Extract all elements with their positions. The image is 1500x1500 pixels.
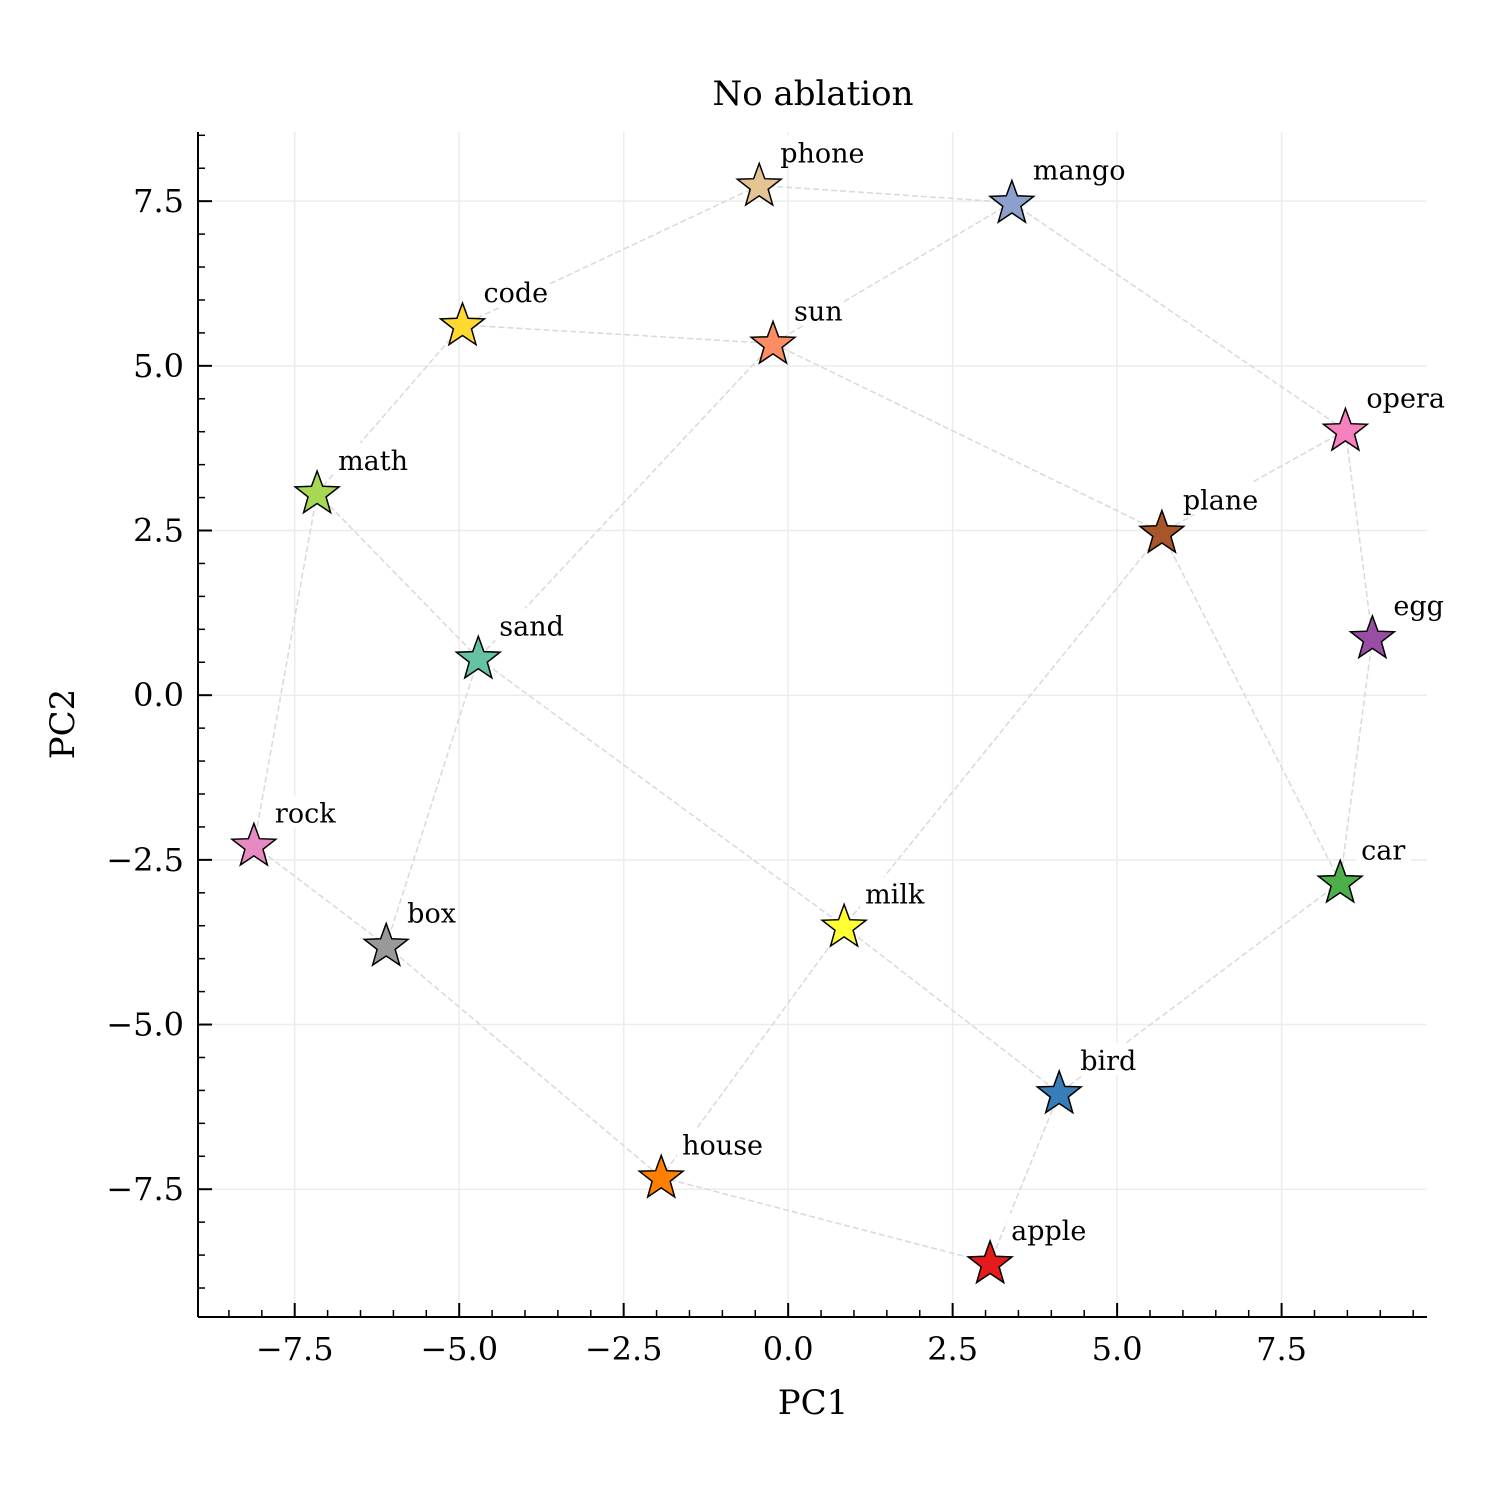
edge-phone-mango [759,184,1012,204]
label-background [1356,832,1412,865]
label-background [1361,380,1447,413]
x-tick-label: 0.0 [763,1330,814,1368]
star-marker-mango [987,178,1036,224]
edge-mango-opera [1011,201,1346,432]
axes: −7.5 −5.0 −2.5 0.0 2.5 5.0 7.5 7.5 5.0 2.5 0.0 −2.5… [106,132,1427,1368]
label-background [775,135,861,168]
point-label-mango: mango [1033,155,1126,186]
label-background [494,608,565,641]
star-marker-egg [1348,613,1397,660]
label-background [677,1127,763,1160]
edge-plane-car [1161,532,1341,883]
label-background [1006,1212,1092,1245]
point-label-milk: milk [865,879,925,910]
edge-milk-house [660,925,845,1178]
star-marker-milk [820,902,869,948]
edge-milk-bird [843,925,1060,1094]
point-label-sun: sun [794,296,843,327]
y-tick-label: −5.0 [106,1006,184,1044]
star-marker-plane [1137,508,1186,554]
point-label-car: car [1361,835,1405,866]
grid [198,132,1427,1317]
star-marker-sand [454,634,503,680]
x-tick-label: −5.0 [420,1330,498,1368]
star-marker-sun [749,319,797,365]
point-label-phone: phone [780,138,864,169]
edge-code-sun [462,324,774,345]
x-tick-label: −7.5 [256,1330,334,1368]
y-axis-label: PC2 [43,689,83,760]
x-tick-label: 5.0 [1092,1330,1143,1368]
point-label-house: house [682,1130,763,1161]
label-background [1388,587,1444,620]
point-label-rock: rock [275,798,336,829]
chart-title: No ablation [712,74,913,114]
label-background [1075,1043,1146,1076]
y-tick-label: 5.0 [133,347,184,385]
edge-plane-milk [843,532,1163,927]
x-tick-label: 2.5 [927,1330,978,1368]
star-marker-rock [229,821,278,867]
point-label-code: code [483,278,548,309]
label-background [333,442,404,475]
x-tick-label: −2.5 [585,1330,663,1368]
edge-math-rock [253,492,318,846]
star-marker-opera [1321,406,1370,452]
y-tick-label: 2.5 [133,512,184,550]
x-axis-label: PC1 [778,1383,849,1423]
star-marker-phone [735,161,784,207]
edge-sun-plane [772,342,1163,534]
x-tick-label: 7.5 [1256,1330,1307,1368]
point-label-plane: plane [1183,485,1258,516]
edge-opera-egg [1344,430,1374,638]
star-marker-car [1316,858,1365,904]
point-label-sand: sand [499,611,564,642]
label-background [478,274,549,307]
point-label-opera: opera [1366,383,1445,414]
edges [253,184,1374,1264]
edge-box-house [385,944,662,1178]
point-label-math: math [338,446,408,477]
y-tick-label: −7.5 [106,1170,184,1208]
edge-opera-plane [1161,429,1346,534]
edge-bird-apple [989,1092,1060,1264]
label-background [269,795,340,828]
star-marker-box [362,921,411,967]
edge-sand-milk [477,657,845,927]
star-marker-code [438,300,487,347]
points: phone mango code sun opera math plane egg sand ro… [229,135,1447,1285]
label-background [1027,152,1113,185]
star-marker-apple [966,1238,1015,1285]
point-label-box: box [407,898,456,929]
label-background [1177,482,1263,515]
edge-mango-sun [772,201,1013,345]
edge-egg-car [1339,637,1374,883]
label-background [789,293,845,326]
star-marker-math [293,468,342,515]
point-label-apple: apple [1011,1216,1086,1247]
edge-rock-box [253,844,387,947]
star-marker-bird [1035,1068,1084,1115]
point-label-bird: bird [1080,1046,1136,1077]
edge-sand-box [385,658,479,946]
y-tick-label: 7.5 [133,182,184,220]
y-tick-label: 0.0 [133,676,184,714]
edge-house-apple [660,1176,991,1264]
label-background [860,876,931,909]
edge-math-sand [316,492,479,659]
y-tick-label: −2.5 [106,841,184,879]
star-marker-house [637,1153,686,1199]
point-label-egg: egg [1393,591,1444,622]
label-background [402,895,458,928]
